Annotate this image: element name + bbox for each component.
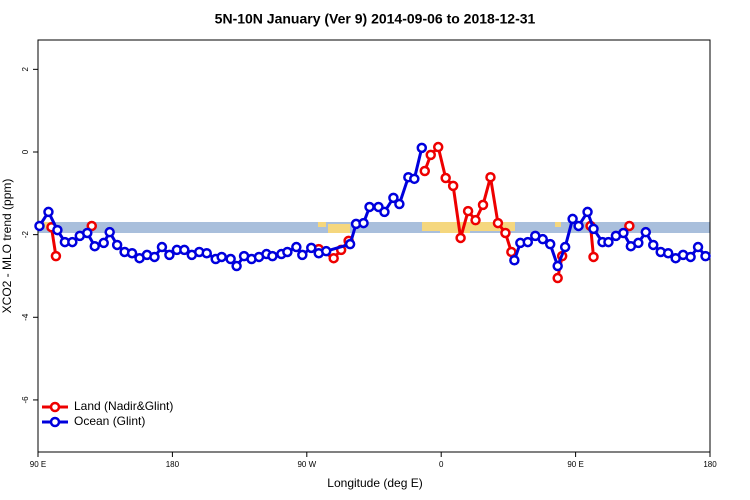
data-point: [98, 237, 109, 249]
y-tick-label: 0: [21, 149, 30, 154]
x-tick-label: 180: [166, 460, 180, 469]
data-point: [509, 255, 520, 266]
data-point: [225, 253, 236, 265]
data-point: [552, 272, 563, 284]
data-point: [388, 192, 399, 204]
data-point: [447, 180, 459, 192]
data-point: [618, 227, 629, 239]
data-point: [409, 173, 420, 185]
x-tick-label: 90 E: [30, 460, 46, 469]
plot-frame: [37, 39, 711, 453]
legend-label: Ocean (Glint): [74, 414, 145, 428]
data-point: [104, 226, 115, 238]
data-point: [320, 245, 332, 257]
data-point: [179, 244, 190, 256]
data-point: [537, 233, 548, 245]
chart-title: 5N-10N January (Ver 9) 2014-09-06 to 201…: [215, 11, 536, 27]
data-point: [82, 227, 93, 239]
data-point: [692, 241, 704, 253]
data-point: [633, 237, 644, 249]
y-axis-label: XCO2 - MLO trend (ppm): [0, 179, 14, 314]
data-point: [603, 236, 614, 248]
y-tick-label: -6: [21, 396, 30, 404]
data-point: [588, 223, 599, 235]
data-point: [34, 220, 45, 232]
x-axis-label: Longitude (deg E): [327, 476, 422, 490]
y-tick-label: -2: [21, 231, 30, 239]
legend-marker: [49, 416, 61, 428]
land-patch: [440, 231, 470, 233]
land-patch: [318, 222, 326, 227]
data-point: [477, 199, 489, 211]
data-point: [462, 205, 474, 217]
ocean-strip: [38, 222, 710, 233]
data-point: [149, 251, 160, 263]
x-tick-label: 0: [439, 460, 444, 469]
data-point: [432, 141, 444, 153]
x-tick-label: 90 W: [297, 460, 316, 469]
data-point: [231, 260, 242, 272]
land-patch: [422, 222, 515, 231]
data-point: [111, 239, 123, 251]
data-point: [394, 198, 405, 210]
data-point: [216, 251, 227, 263]
data-point: [522, 236, 534, 248]
data-point: [267, 250, 278, 262]
data-point: [559, 241, 571, 253]
data-point: [306, 242, 317, 254]
data-point: [506, 246, 517, 258]
data-point: [50, 250, 62, 262]
data-point: [89, 240, 100, 252]
data-point: [344, 238, 356, 250]
data-point: [648, 239, 659, 251]
data-point: [567, 213, 578, 225]
data-point: [164, 249, 175, 261]
series-line: [423, 143, 513, 253]
data-point: [640, 226, 652, 238]
land-patch: [328, 224, 350, 233]
data-point: [573, 220, 584, 232]
data-point: [552, 260, 563, 272]
data-point: [328, 252, 339, 264]
data-point: [470, 214, 481, 226]
legend-marker: [49, 401, 61, 413]
x-tick-label: 90 E: [567, 460, 583, 469]
data-point: [485, 171, 496, 183]
data-point: [700, 250, 711, 262]
legend-label: Land (Nadir&Glint): [74, 399, 173, 413]
data-point: [419, 165, 431, 177]
data-point: [379, 206, 390, 218]
data-point: [126, 247, 138, 259]
data-point: [201, 247, 212, 259]
data-point: [67, 236, 78, 248]
data-point: [425, 149, 436, 161]
data-point: [52, 224, 63, 236]
data-point: [582, 206, 593, 218]
data-point: [500, 227, 511, 239]
data-point: [416, 142, 428, 154]
data-point: [86, 220, 98, 232]
y-tick-label: -4: [21, 313, 30, 321]
data-point: [544, 238, 556, 250]
map-strip: [38, 222, 710, 233]
data-point: [358, 217, 369, 229]
data-point: [291, 241, 302, 253]
data-point: [364, 201, 375, 213]
data-point: [297, 249, 308, 261]
data-point: [685, 251, 696, 263]
data-point: [492, 217, 504, 229]
data-point: [282, 246, 293, 258]
y-tick-label: 2: [21, 67, 30, 72]
data-point: [662, 247, 674, 259]
data-point: [440, 172, 451, 184]
land-patch: [555, 222, 561, 227]
data-point: [156, 241, 168, 253]
x-tick-label: 180: [703, 460, 717, 469]
data-point: [43, 206, 54, 218]
data-point: [455, 232, 466, 244]
data-point: [588, 251, 599, 263]
data-point: [624, 220, 635, 232]
